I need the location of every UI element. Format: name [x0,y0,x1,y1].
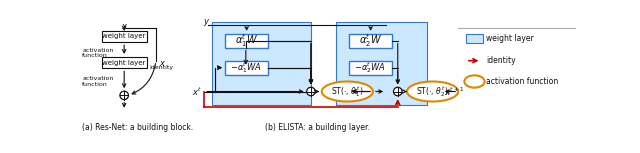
Text: identity: identity [149,65,173,70]
Text: weight layer: weight layer [102,34,146,39]
Text: y: y [203,17,208,26]
Ellipse shape [407,82,458,102]
Ellipse shape [322,82,373,102]
Text: activation function: activation function [486,77,558,86]
Text: x: x [159,58,164,67]
Text: $-\alpha_1^t WA$: $-\alpha_1^t WA$ [230,60,262,75]
FancyBboxPatch shape [212,22,311,105]
FancyBboxPatch shape [102,31,147,42]
Text: ST($\cdot$, $\theta_2^t$): ST($\cdot$, $\theta_2^t$) [417,84,449,99]
FancyBboxPatch shape [336,22,428,105]
Text: identity: identity [486,56,516,65]
Text: activation
function: activation function [83,48,114,58]
FancyBboxPatch shape [349,34,392,48]
Ellipse shape [465,75,484,88]
Text: weight layer: weight layer [486,34,534,43]
FancyArrowPatch shape [132,63,156,94]
FancyBboxPatch shape [225,34,268,48]
FancyBboxPatch shape [102,57,147,68]
FancyBboxPatch shape [349,61,392,75]
Text: x: x [122,22,127,31]
FancyBboxPatch shape [466,34,483,43]
Text: weight layer: weight layer [102,60,146,66]
FancyBboxPatch shape [225,61,268,75]
Text: $x^t$: $x^t$ [193,85,202,98]
Circle shape [394,87,402,96]
Text: $x^{t+1}$: $x^{t+1}$ [444,85,465,98]
Text: $-\alpha_2^t WA$: $-\alpha_2^t WA$ [355,60,386,75]
Circle shape [307,87,316,96]
Text: (b) ELISTA: a building layer.: (b) ELISTA: a building layer. [266,123,371,132]
Text: (a) Res-Net: a building block.: (a) Res-Net: a building block. [83,123,194,132]
Circle shape [120,91,129,100]
Text: activation
function: activation function [83,76,114,87]
Text: $\alpha_1^t W$: $\alpha_1^t W$ [235,32,258,49]
Text: $\alpha_2^t W$: $\alpha_2^t W$ [359,32,381,49]
Text: ST($\cdot$, $\theta_1^t$): ST($\cdot$, $\theta_1^t$) [331,84,364,99]
